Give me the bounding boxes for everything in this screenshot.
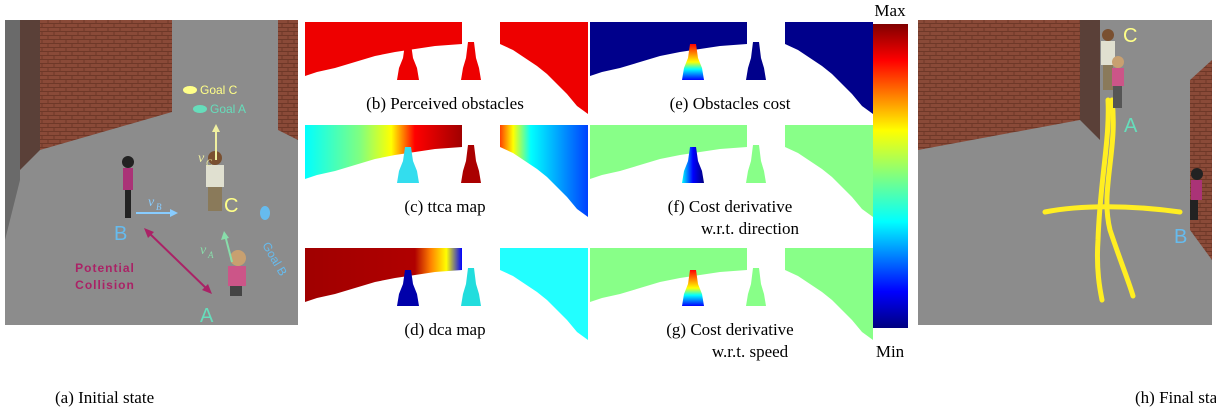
map-wall [590, 125, 747, 179]
map-wall [785, 248, 873, 340]
map-wall [500, 22, 588, 114]
velocity-subscript: B [156, 202, 162, 212]
map-caption: (d) dca map [404, 320, 485, 339]
map-obstacle [746, 145, 766, 183]
map-wall [500, 125, 588, 217]
agent-a [1112, 56, 1124, 108]
map-panel: (g) Cost derivative w.r.t. speed [590, 248, 873, 361]
goal-label: Goal C [200, 83, 238, 97]
agent-a [228, 250, 246, 296]
collision-label: Collision [75, 278, 135, 292]
map-obstacle [461, 268, 481, 306]
colorbar-max: Max [874, 1, 906, 20]
map-wall [590, 22, 747, 76]
velocity-symbol: v [148, 195, 155, 210]
agent-label: B [1174, 226, 1187, 248]
map-wall [305, 125, 462, 179]
map-panel: (e) Obstacles cost [590, 22, 873, 114]
map-obstacle [461, 145, 481, 183]
map-wall [590, 248, 747, 302]
map-obstacle [461, 42, 481, 80]
agent-b [1190, 168, 1203, 220]
map-wall [305, 248, 462, 302]
map-caption: (f) Cost derivative [668, 197, 793, 216]
map-obstacle [397, 147, 419, 183]
agent-label: C [1123, 25, 1137, 47]
caption: (a) Initial state [55, 388, 154, 407]
map-wall [785, 22, 873, 114]
velocity-subscript: C [206, 158, 213, 168]
velocity-symbol: v [198, 151, 205, 166]
map-caption: (c) ttca map [404, 197, 485, 216]
map-caption: w.r.t. speed [712, 342, 789, 361]
map-obstacle [397, 270, 419, 306]
map-panel: (c) ttca map [305, 125, 588, 217]
map-obstacle [397, 44, 419, 80]
final-scene: C A B [918, 20, 1212, 325]
colorbar-min: Min [876, 342, 905, 361]
map-panel: (d) dca map [305, 248, 588, 340]
velocity-symbol: v [200, 243, 207, 258]
agent-b [122, 156, 134, 218]
goal-label: Goal A [210, 102, 246, 116]
map-obstacle [746, 268, 766, 306]
map-obstacle [682, 44, 704, 80]
agent-label: C [224, 195, 238, 217]
caption: (h) Final state [1135, 388, 1216, 407]
map-caption: (e) Obstacles cost [670, 94, 791, 113]
map-wall [785, 125, 873, 217]
maps: (b) Perceived obstacles (c) ttca map (d) d… [305, 22, 873, 361]
map-wall [500, 248, 588, 340]
agent-label: B [114, 223, 127, 245]
map-wall [305, 22, 462, 76]
initial-scene: Goal C Goal A Goal B C B A v C v B v A P… [5, 20, 298, 327]
map-panel: (b) Perceived obstacles [305, 22, 588, 114]
colorbar [873, 24, 908, 328]
map-panel: (f) Cost derivative w.r.t. direction [590, 125, 873, 238]
map-caption: (g) Cost derivative [666, 320, 793, 339]
collision-label: Potential [75, 261, 135, 275]
map-obstacle [682, 147, 704, 183]
map-caption: (b) Perceived obstacles [366, 94, 524, 113]
agent-label: A [1124, 115, 1138, 137]
agent-label: A [200, 305, 214, 327]
map-caption: w.r.t. direction [701, 219, 800, 238]
velocity-subscript: A [207, 250, 214, 260]
map-obstacle [746, 42, 766, 80]
agent-c [1101, 29, 1115, 90]
agent-c [206, 151, 224, 211]
map-obstacle [682, 270, 704, 306]
